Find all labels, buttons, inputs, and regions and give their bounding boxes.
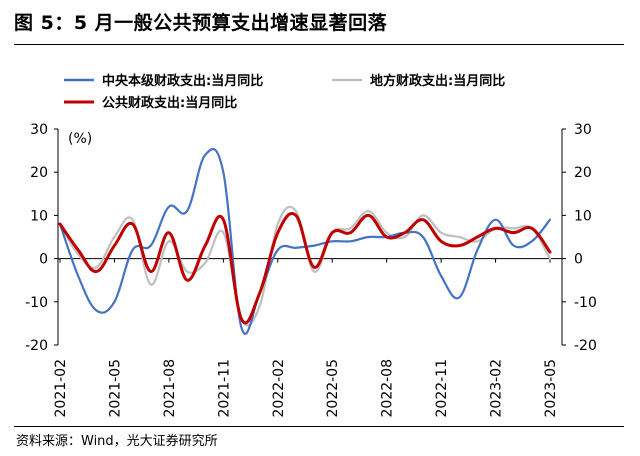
y-tick-label-right: -10 xyxy=(574,295,597,311)
title-divider xyxy=(14,44,624,45)
x-tick-label: 2022-05 xyxy=(325,359,341,418)
y-tick-label-left: 30 xyxy=(30,122,48,138)
x-tick-label: 2021-02 xyxy=(53,359,69,418)
x-tick-label: 2023-05 xyxy=(543,359,559,418)
y-tick-label-right: 20 xyxy=(574,165,592,181)
x-tick-label: 2022-02 xyxy=(271,359,287,418)
x-tick-label: 2021-08 xyxy=(162,359,178,418)
x-tick-label: 2023-02 xyxy=(489,359,505,418)
y-tick-label-left: 0 xyxy=(39,252,48,268)
series-line xyxy=(58,212,552,325)
y-tick-label-right: 0 xyxy=(574,252,583,268)
x-tick-label: 2021-11 xyxy=(216,359,232,418)
unit-label: (%) xyxy=(68,131,92,147)
y-tick-label-right: 10 xyxy=(574,208,592,224)
y-tick-label-right: -20 xyxy=(574,338,597,354)
page-title: 图 5：5 月一般公共预算支出增速显著回落 xyxy=(14,12,388,34)
y-tick-label-left: 20 xyxy=(30,165,48,181)
y-tick-label-left: -20 xyxy=(25,338,48,354)
y-tick-label-left: 10 xyxy=(30,208,48,224)
y-tick-label-right: 30 xyxy=(574,122,592,138)
y-tick-label-left: -10 xyxy=(25,295,48,311)
source-divider xyxy=(14,426,624,427)
chart-series xyxy=(58,148,552,335)
source-note: 资料来源：Wind，光大证券研究所 xyxy=(16,434,218,449)
x-tick-label: 2021-05 xyxy=(107,359,123,418)
x-tick-label: 2022-08 xyxy=(380,359,396,418)
series-line xyxy=(58,148,552,335)
legend-label: 公共财政支出:当月同比 xyxy=(102,95,237,111)
x-tick-label: 2022-11 xyxy=(434,359,450,418)
legend-label: 地方财政支出:当月同比 xyxy=(370,73,505,89)
legend-label: 中央本级财政支出:当月同比 xyxy=(102,73,263,89)
chart-axes: 30 20 10 0 -10 -20 30 20 10 0 -10 -20 (%) 2021-02 2021… xyxy=(25,122,597,418)
